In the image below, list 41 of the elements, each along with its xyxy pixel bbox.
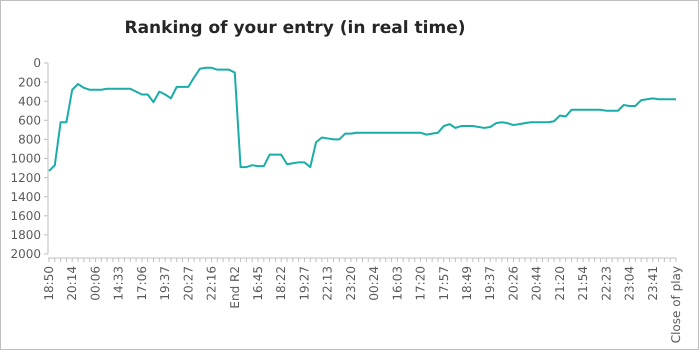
y-tick-label: 1200 [10,170,41,185]
x-tick-label: 19:37 [158,266,172,301]
x-tick-label: 17:57 [436,266,451,301]
y-tick-label: 200 [18,75,41,90]
y-tick-label: 1400 [10,190,41,204]
x-tick-label: 22:16 [204,266,219,301]
x-tick-label: 14:33 [112,266,126,301]
x-tick-label: 23:04 [622,266,637,301]
x-tick-label: 00:06 [88,266,102,301]
x-tick-label: 00:24 [367,266,382,301]
x-tick-label: 20:44 [530,266,544,301]
x-tick-label: 19:37 [483,266,498,301]
y-tick-label: 400 [18,94,41,108]
x-tick-label: 23:20 [344,266,358,301]
x-tick-label: 22:13 [320,266,335,301]
x-tick-label: 16:03 [390,266,404,301]
x-tick-label: 18:49 [460,266,474,301]
y-tick-label: 1600 [10,209,41,223]
x-tick-label: 21:54 [576,266,590,301]
line-series [48,66,677,172]
y-tick-label: 0 [33,56,41,70]
y-tick-label: 2000 [10,247,41,262]
chart-title: Ranking of your entry (in real time) [124,18,466,38]
x-tick-label: 17:06 [134,266,149,301]
x-tick-label: 18:22 [274,266,288,301]
x-tick-label: 20:27 [181,266,196,301]
x-tick-label: 21:20 [552,266,567,301]
x-tick-label: 16:45 [251,266,265,301]
x-tick-label: 20:26 [506,266,520,301]
x-tick-label: 19:27 [297,266,312,301]
x-tick-label: 18:50 [42,266,56,301]
x-tick-label: End R2 [228,266,242,309]
y-tick-label: 1800 [10,228,41,242]
x-tick-label: 23:41 [646,266,660,301]
y-tick-label: 1000 [10,152,41,166]
x-tick-label: 20:14 [65,266,80,301]
x-tick-label: 17:20 [414,266,428,301]
y-tick-label: 600 [18,114,41,128]
y-tick-label: 800 [18,132,41,147]
x-tick-label: Close of play [669,266,683,344]
x-tick-label: 22:23 [599,266,614,301]
